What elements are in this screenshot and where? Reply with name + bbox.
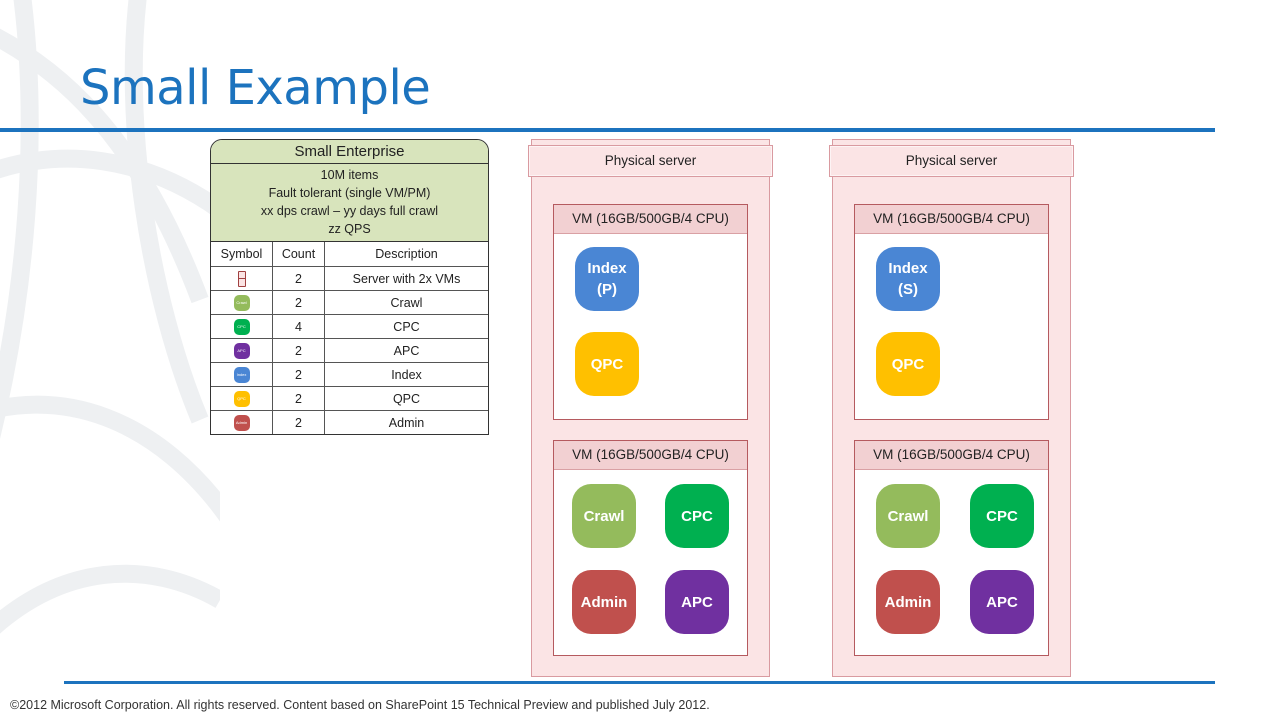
vm-label: VM (16GB/500GB/4 CPU) <box>554 441 747 470</box>
crawl-component: Crawl <box>876 484 940 548</box>
vm-box: VM (16GB/500GB/4 CPU) Index (S) QPC <box>854 204 1049 420</box>
vm-label: VM (16GB/500GB/4 CPU) <box>554 205 747 234</box>
table-row: QPC 2 QPC <box>211 386 488 411</box>
count-cell: 2 <box>272 362 325 387</box>
physical-server-label: Physical server <box>528 145 773 177</box>
index-icon: Index (P) <box>233 366 250 383</box>
column-header-count: Count <box>272 242 325 267</box>
server-icon <box>237 270 246 287</box>
description-cell: Index <box>324 362 488 387</box>
crawl-icon: Crawl <box>233 294 250 311</box>
description-cell: Server with 2x VMs <box>324 266 488 291</box>
table-row: Index (P) 2 Index <box>211 362 488 387</box>
symbol-cell: QPC <box>211 386 273 411</box>
legend-line: 10M items <box>320 168 379 182</box>
count-cell: 2 <box>272 338 325 363</box>
symbol-cell: Crawl <box>211 290 273 315</box>
legend-line: xx dps crawl – yy days full crawl <box>260 204 439 218</box>
legend-grid: Symbol Count Description 2 Server with 2… <box>211 242 488 434</box>
qpc-component: QPC <box>575 332 639 396</box>
admin-component: Admin <box>572 570 636 634</box>
cpc-component: CPC <box>970 484 1034 548</box>
qpc-icon: QPC <box>233 390 250 407</box>
qpc-component: QPC <box>876 332 940 396</box>
title-rule <box>0 128 1215 132</box>
description-cell: Crawl <box>324 290 488 315</box>
apc-icon: APC <box>233 342 250 359</box>
vm-box: VM (16GB/500GB/4 CPU) Index (P) QPC <box>553 204 748 420</box>
apc-component: APC <box>665 570 729 634</box>
vm-label: VM (16GB/500GB/4 CPU) <box>855 205 1048 234</box>
table-row: CPC 4 CPC <box>211 314 488 339</box>
footer-rule <box>64 681 1215 684</box>
physical-server-1: Physical server VM (16GB/500GB/4 CPU) In… <box>528 139 773 677</box>
admin-component: Admin <box>876 570 940 634</box>
apc-component: APC <box>970 570 1034 634</box>
legend-description: 10M items Fault tolerant (single VM/PM) … <box>211 164 488 242</box>
symbol-cell: APC <box>211 338 273 363</box>
vm-box: VM (16GB/500GB/4 CPU) Crawl CPC Admin AP… <box>854 440 1049 656</box>
component-sublabel: (P) <box>597 281 617 298</box>
physical-server-2: Physical server VM (16GB/500GB/4 CPU) In… <box>829 139 1074 677</box>
description-cell: Admin <box>324 410 488 434</box>
table-row: Admin 2 Admin <box>211 410 488 434</box>
legend-line: Fault tolerant (single VM/PM) <box>268 186 431 200</box>
vm-box: VM (16GB/500GB/4 CPU) Crawl CPC Admin AP… <box>553 440 748 656</box>
description-cell: CPC <box>324 314 488 339</box>
cpc-component: CPC <box>665 484 729 548</box>
description-cell: QPC <box>324 386 488 411</box>
count-cell: 2 <box>272 290 325 315</box>
count-cell: 4 <box>272 314 325 339</box>
legend-header-row: Symbol Count Description <box>211 242 488 267</box>
column-header-symbol: Symbol <box>211 242 273 267</box>
cpc-icon: CPC <box>233 318 250 335</box>
symbol-cell: CPC <box>211 314 273 339</box>
table-row: 2 Server with 2x VMs <box>211 266 488 291</box>
legend-table: Small Enterprise 10M items Fault toleran… <box>210 139 489 435</box>
count-cell: 2 <box>272 410 325 434</box>
legend-line: zz QPS <box>328 222 371 236</box>
symbol-cell: Index (P) <box>211 362 273 387</box>
count-cell: 2 <box>272 386 325 411</box>
symbol-cell <box>211 266 273 291</box>
table-row: Crawl 2 Crawl <box>211 290 488 315</box>
column-header-description: Description <box>375 247 438 261</box>
index-secondary-component: Index (S) <box>876 247 940 311</box>
component-label: Index <box>888 260 928 277</box>
slide-title: Small Example <box>80 60 431 116</box>
description-cell: APC <box>324 338 488 363</box>
legend-title: Small Enterprise <box>211 140 488 164</box>
index-primary-component: Index (P) <box>575 247 639 311</box>
component-sublabel: (S) <box>898 281 918 298</box>
table-row: APC 2 APC <box>211 338 488 363</box>
admin-icon: Admin <box>233 414 250 431</box>
crawl-component: Crawl <box>572 484 636 548</box>
physical-server-label: Physical server <box>829 145 1074 177</box>
symbol-cell: Admin <box>211 410 273 434</box>
footer-text: ©2012 Microsoft Corporation. All rights … <box>10 698 710 712</box>
count-cell: 2 <box>272 266 325 291</box>
vm-label: VM (16GB/500GB/4 CPU) <box>855 441 1048 470</box>
component-label: Index <box>587 260 627 277</box>
